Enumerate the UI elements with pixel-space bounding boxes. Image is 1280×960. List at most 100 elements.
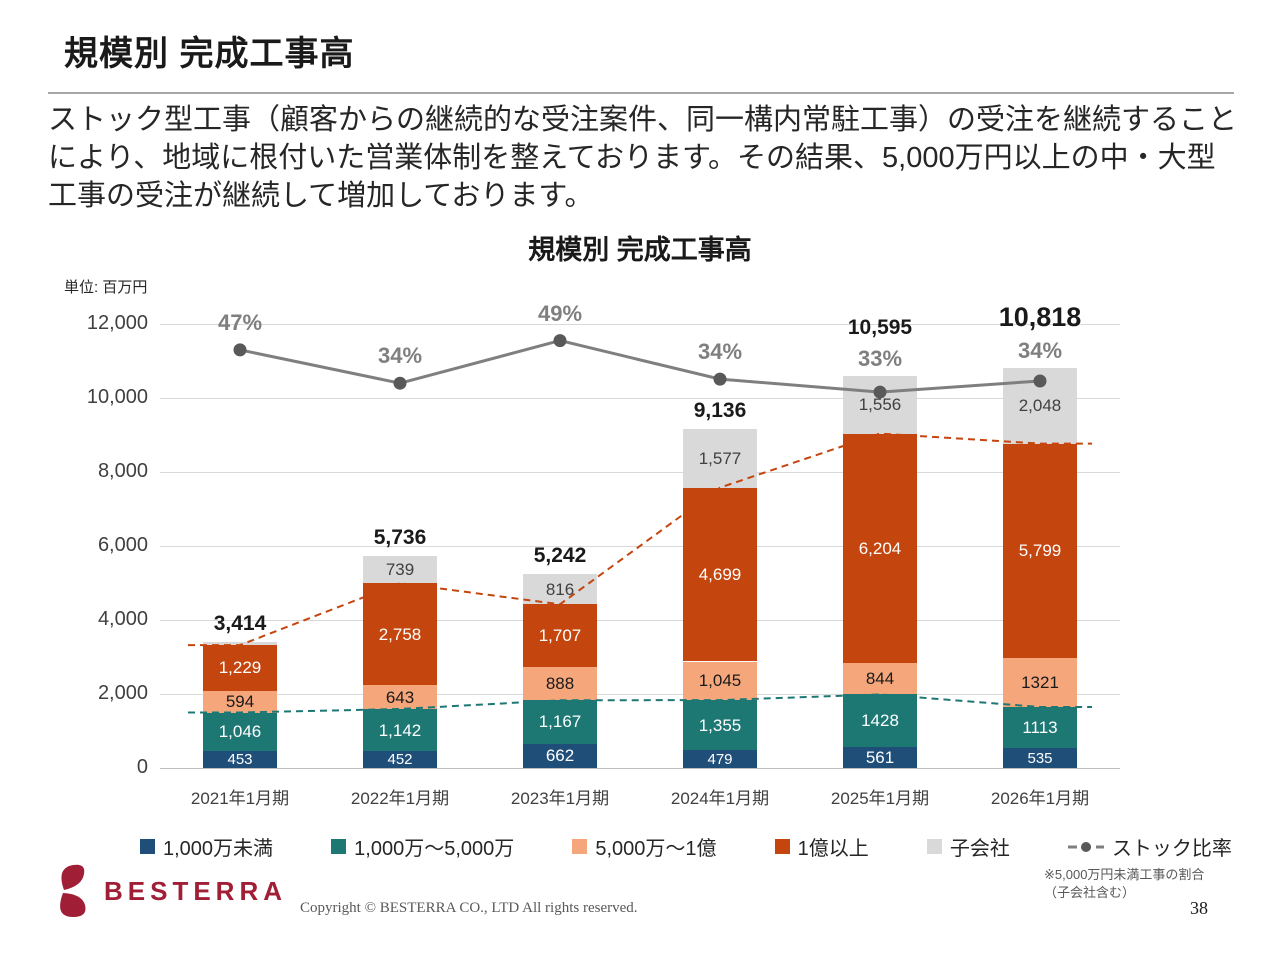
bar-segment-1: 1113: [1003, 707, 1077, 749]
bar-segment-1: 1,142: [363, 709, 437, 752]
logo-text: BESTERRA: [104, 875, 288, 906]
legend-item-stock-ratio: ストック比率: [1067, 832, 1232, 861]
bar-segment-value: 1,229: [218, 658, 262, 678]
copyright-text: Copyright © BESTERRA CO., LTD All rights…: [300, 900, 638, 916]
bar-total-label: 10,595: [847, 316, 913, 340]
besterra-logo-icon: [60, 864, 86, 917]
bar-segment-1: 1,167: [523, 700, 597, 744]
gridline: [160, 324, 1120, 325]
bar-segment-1: 1,046: [203, 712, 277, 752]
footnote-line-1: ※5,000万円未満工事の割合: [1044, 867, 1205, 882]
bar-segment-2: 888: [523, 667, 597, 701]
bar-segment-4: 739: [363, 555, 437, 584]
bar-segment-1: 1428: [843, 694, 917, 748]
gridline: [160, 398, 1120, 399]
bar-total-label: 5,242: [533, 544, 587, 568]
company-logo: BESTERRA: [52, 862, 287, 920]
bar-segment-4: 816: [523, 574, 597, 605]
bar-segment-value: 1,045: [698, 671, 742, 691]
bar-segment-3: 1,229: [203, 645, 277, 691]
bar-segment-value: 453: [227, 751, 253, 769]
bar-segment-value: 479: [707, 750, 733, 768]
stock-ratio-percent-label: 49%: [537, 300, 583, 326]
bar-segment-3: 2,758: [363, 583, 437, 686]
stock-ratio-percent-label: 34%: [697, 339, 743, 365]
stock-ratio-percent-label: 34%: [377, 343, 423, 369]
stock-ratio-percent-label: 34%: [1017, 337, 1063, 363]
bar-segment-value: 535: [1027, 749, 1053, 767]
legend-label: 5,000万〜1億: [595, 838, 717, 860]
bar-segment-value: 594: [225, 692, 255, 712]
bar-segment-0: 453: [203, 751, 277, 768]
legend-label: 1億以上: [797, 838, 869, 860]
bar-segment-2: 594: [203, 690, 277, 713]
chart-plot-area: 0 2,000 4,000 6,000 8,000 10,000 12,000 453 1,04…: [87, 301, 1120, 808]
bar-segment-4: 1,577: [683, 429, 757, 488]
bar-segment-2: 844: [843, 663, 917, 695]
bar-segment-value: 643: [385, 687, 415, 707]
bar-segment-value: 1321: [1021, 673, 1059, 693]
stock-ratio-marker: [233, 343, 247, 357]
page-title: 規模別 完成工事高: [64, 35, 355, 73]
legend-label: 1,000万〜5,000万: [354, 838, 515, 860]
bar-segment-2: 1,045: [683, 661, 757, 701]
legend-item-2: 5,000万〜1億: [572, 832, 717, 861]
bar-segment-value: 2,048: [1018, 396, 1062, 416]
legend-swatch: [572, 839, 588, 854]
gridline: [160, 694, 1120, 695]
bar-segment-value: 662: [545, 746, 575, 766]
body-text: ストック型工事（顧客からの継続的な受注案件、同一構内常駐工事）の受注を継続するこ…: [48, 104, 1238, 212]
bar-segment-4: 2,048: [1003, 367, 1077, 444]
bar-segment-value: 1113: [1022, 718, 1058, 738]
x-axis-category-label: 2026年1月期: [990, 789, 1090, 808]
stock-ratio-marker: [553, 334, 567, 348]
bar-total-label: 9,136: [693, 399, 747, 423]
dashed-trend-line-0: [188, 432, 1092, 647]
stock-ratio-percent-label: 33%: [857, 346, 903, 372]
bar-segment-value: 888: [545, 674, 575, 694]
bar-segment-value: 561: [865, 748, 895, 768]
dashed-trend-line-1: [188, 693, 1092, 714]
legend-label: ストック比率: [1111, 838, 1232, 860]
x-axis-line: [160, 768, 1120, 769]
y-axis-tick-label: 6,000: [97, 534, 148, 556]
bar-segment-value: 1,707: [538, 626, 582, 646]
x-axis-category-label: 2022年1月期: [350, 789, 450, 808]
bar-segment-2: 643: [363, 685, 437, 710]
x-axis-category-label: 2021年1月期: [190, 789, 290, 808]
legend-item-1: 1,000万〜5,000万: [331, 832, 514, 861]
bar-segment-3: 6,204: [843, 433, 917, 664]
bar-segment-value: 844: [865, 669, 895, 689]
bar-segment-value: 2,758: [378, 624, 422, 644]
bar-segment-3: 5,799: [1003, 443, 1077, 659]
stock-ratio-marker: [713, 372, 727, 386]
chart-legend: 1,000万未満 1,000万〜5,000万 5,000万〜1億 1億以上 子会社 ストッ…: [140, 832, 1232, 861]
y-axis-tick-label: 4,000: [97, 608, 148, 630]
title-divider: [48, 92, 1234, 94]
bar-segment-0: 535: [1003, 748, 1077, 768]
bar-segment-value: 452: [387, 751, 413, 769]
legend-label: 1,000万未満: [163, 838, 274, 860]
stock-ratio-legend-icon: [1067, 841, 1104, 852]
gridline: [160, 620, 1120, 621]
bar-segment-1: 1,355: [683, 700, 757, 751]
bar-segment-value: 1,142: [378, 720, 422, 740]
bar-segment-2: 1321: [1003, 658, 1077, 708]
x-axis-category-label: 2024年1月期: [670, 789, 770, 808]
legend-swatch: [140, 839, 155, 854]
legend-item-0: 1,000万未満: [140, 832, 273, 861]
bar-segment-value: 816: [545, 579, 575, 599]
legend-item-4: 子会社: [926, 832, 1010, 861]
gridline: [160, 472, 1120, 473]
footnote: ※5,000万円未満工事の割合 （子会社含む）: [1044, 866, 1204, 902]
bar-segment-value: 1,167: [538, 712, 582, 732]
chart-title: 規模別 完成工事高: [528, 235, 752, 265]
y-axis-tick-label: 8,000: [97, 460, 148, 482]
bar-segment-value: 4,699: [698, 565, 742, 585]
bar-segment-value: 1,355: [698, 715, 742, 735]
legend-swatch: [926, 839, 942, 854]
unit-label: 単位: 百万円: [64, 279, 148, 296]
bar-segment-3: 1,707: [523, 604, 597, 668]
x-axis-category-label: 2023年1月期: [510, 789, 610, 808]
